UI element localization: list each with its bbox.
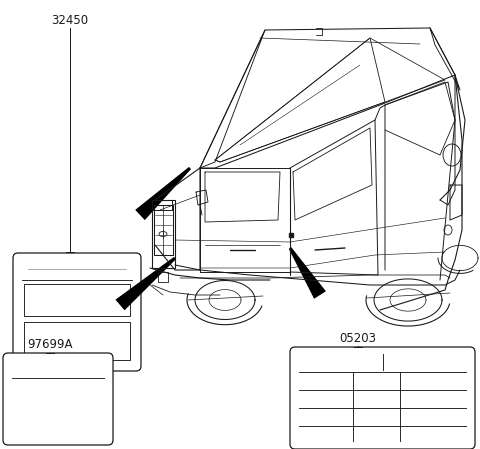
FancyBboxPatch shape [3, 353, 113, 445]
Ellipse shape [444, 225, 452, 235]
Polygon shape [135, 167, 191, 220]
FancyBboxPatch shape [290, 347, 475, 449]
Text: 05203: 05203 [339, 331, 376, 344]
Text: 97699A: 97699A [27, 339, 73, 352]
Polygon shape [116, 257, 176, 310]
Ellipse shape [443, 144, 461, 166]
Text: 32450: 32450 [51, 13, 89, 26]
Ellipse shape [159, 232, 167, 237]
Bar [24, 284, 130, 316]
Bar [24, 322, 130, 360]
FancyBboxPatch shape [13, 253, 141, 371]
Polygon shape [289, 247, 326, 299]
